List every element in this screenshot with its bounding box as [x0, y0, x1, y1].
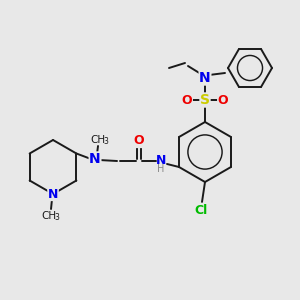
Text: CH: CH	[41, 211, 57, 221]
Text: H: H	[157, 164, 165, 174]
Text: N: N	[48, 188, 58, 200]
Text: O: O	[218, 94, 228, 106]
Text: N: N	[156, 154, 166, 167]
Text: O: O	[134, 134, 144, 148]
Text: N: N	[89, 152, 101, 166]
Text: 3: 3	[103, 137, 109, 146]
Text: S: S	[200, 93, 210, 107]
Text: N: N	[199, 71, 211, 85]
Text: O: O	[182, 94, 192, 106]
Text: Cl: Cl	[194, 203, 208, 217]
Text: 3: 3	[55, 214, 59, 223]
Text: CH: CH	[91, 135, 106, 145]
